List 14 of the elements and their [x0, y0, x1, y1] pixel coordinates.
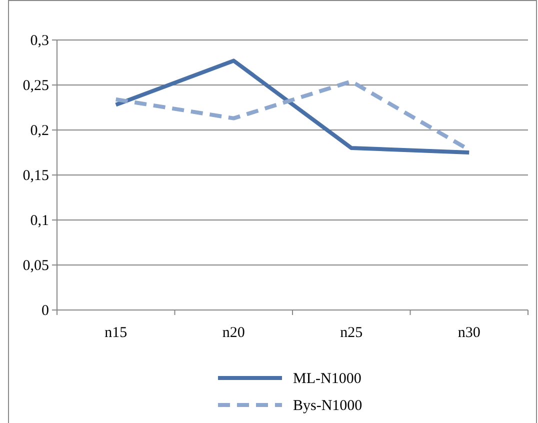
y-tick-label: 0 — [42, 302, 49, 319]
y-tick-label: 0,2 — [30, 122, 49, 139]
x-tick-label: n25 — [340, 325, 363, 341]
y-tick-label: 0,15 — [22, 168, 49, 184]
legend-label: ML-N1000 — [293, 371, 362, 387]
x-tick-label: n15 — [104, 325, 128, 341]
y-tick-label: 0,1 — [30, 212, 49, 229]
line-series — [114, 58, 472, 154]
x-tick-label: n30 — [458, 325, 480, 341]
y-tick-label: 0,3 — [30, 32, 49, 49]
x-tick-label: n20 — [222, 325, 245, 341]
y-tick-label: 0,05 — [22, 258, 49, 274]
y-tick-label: 0,25 — [22, 78, 49, 94]
legend-label: Bys-N1000 — [293, 398, 362, 414]
